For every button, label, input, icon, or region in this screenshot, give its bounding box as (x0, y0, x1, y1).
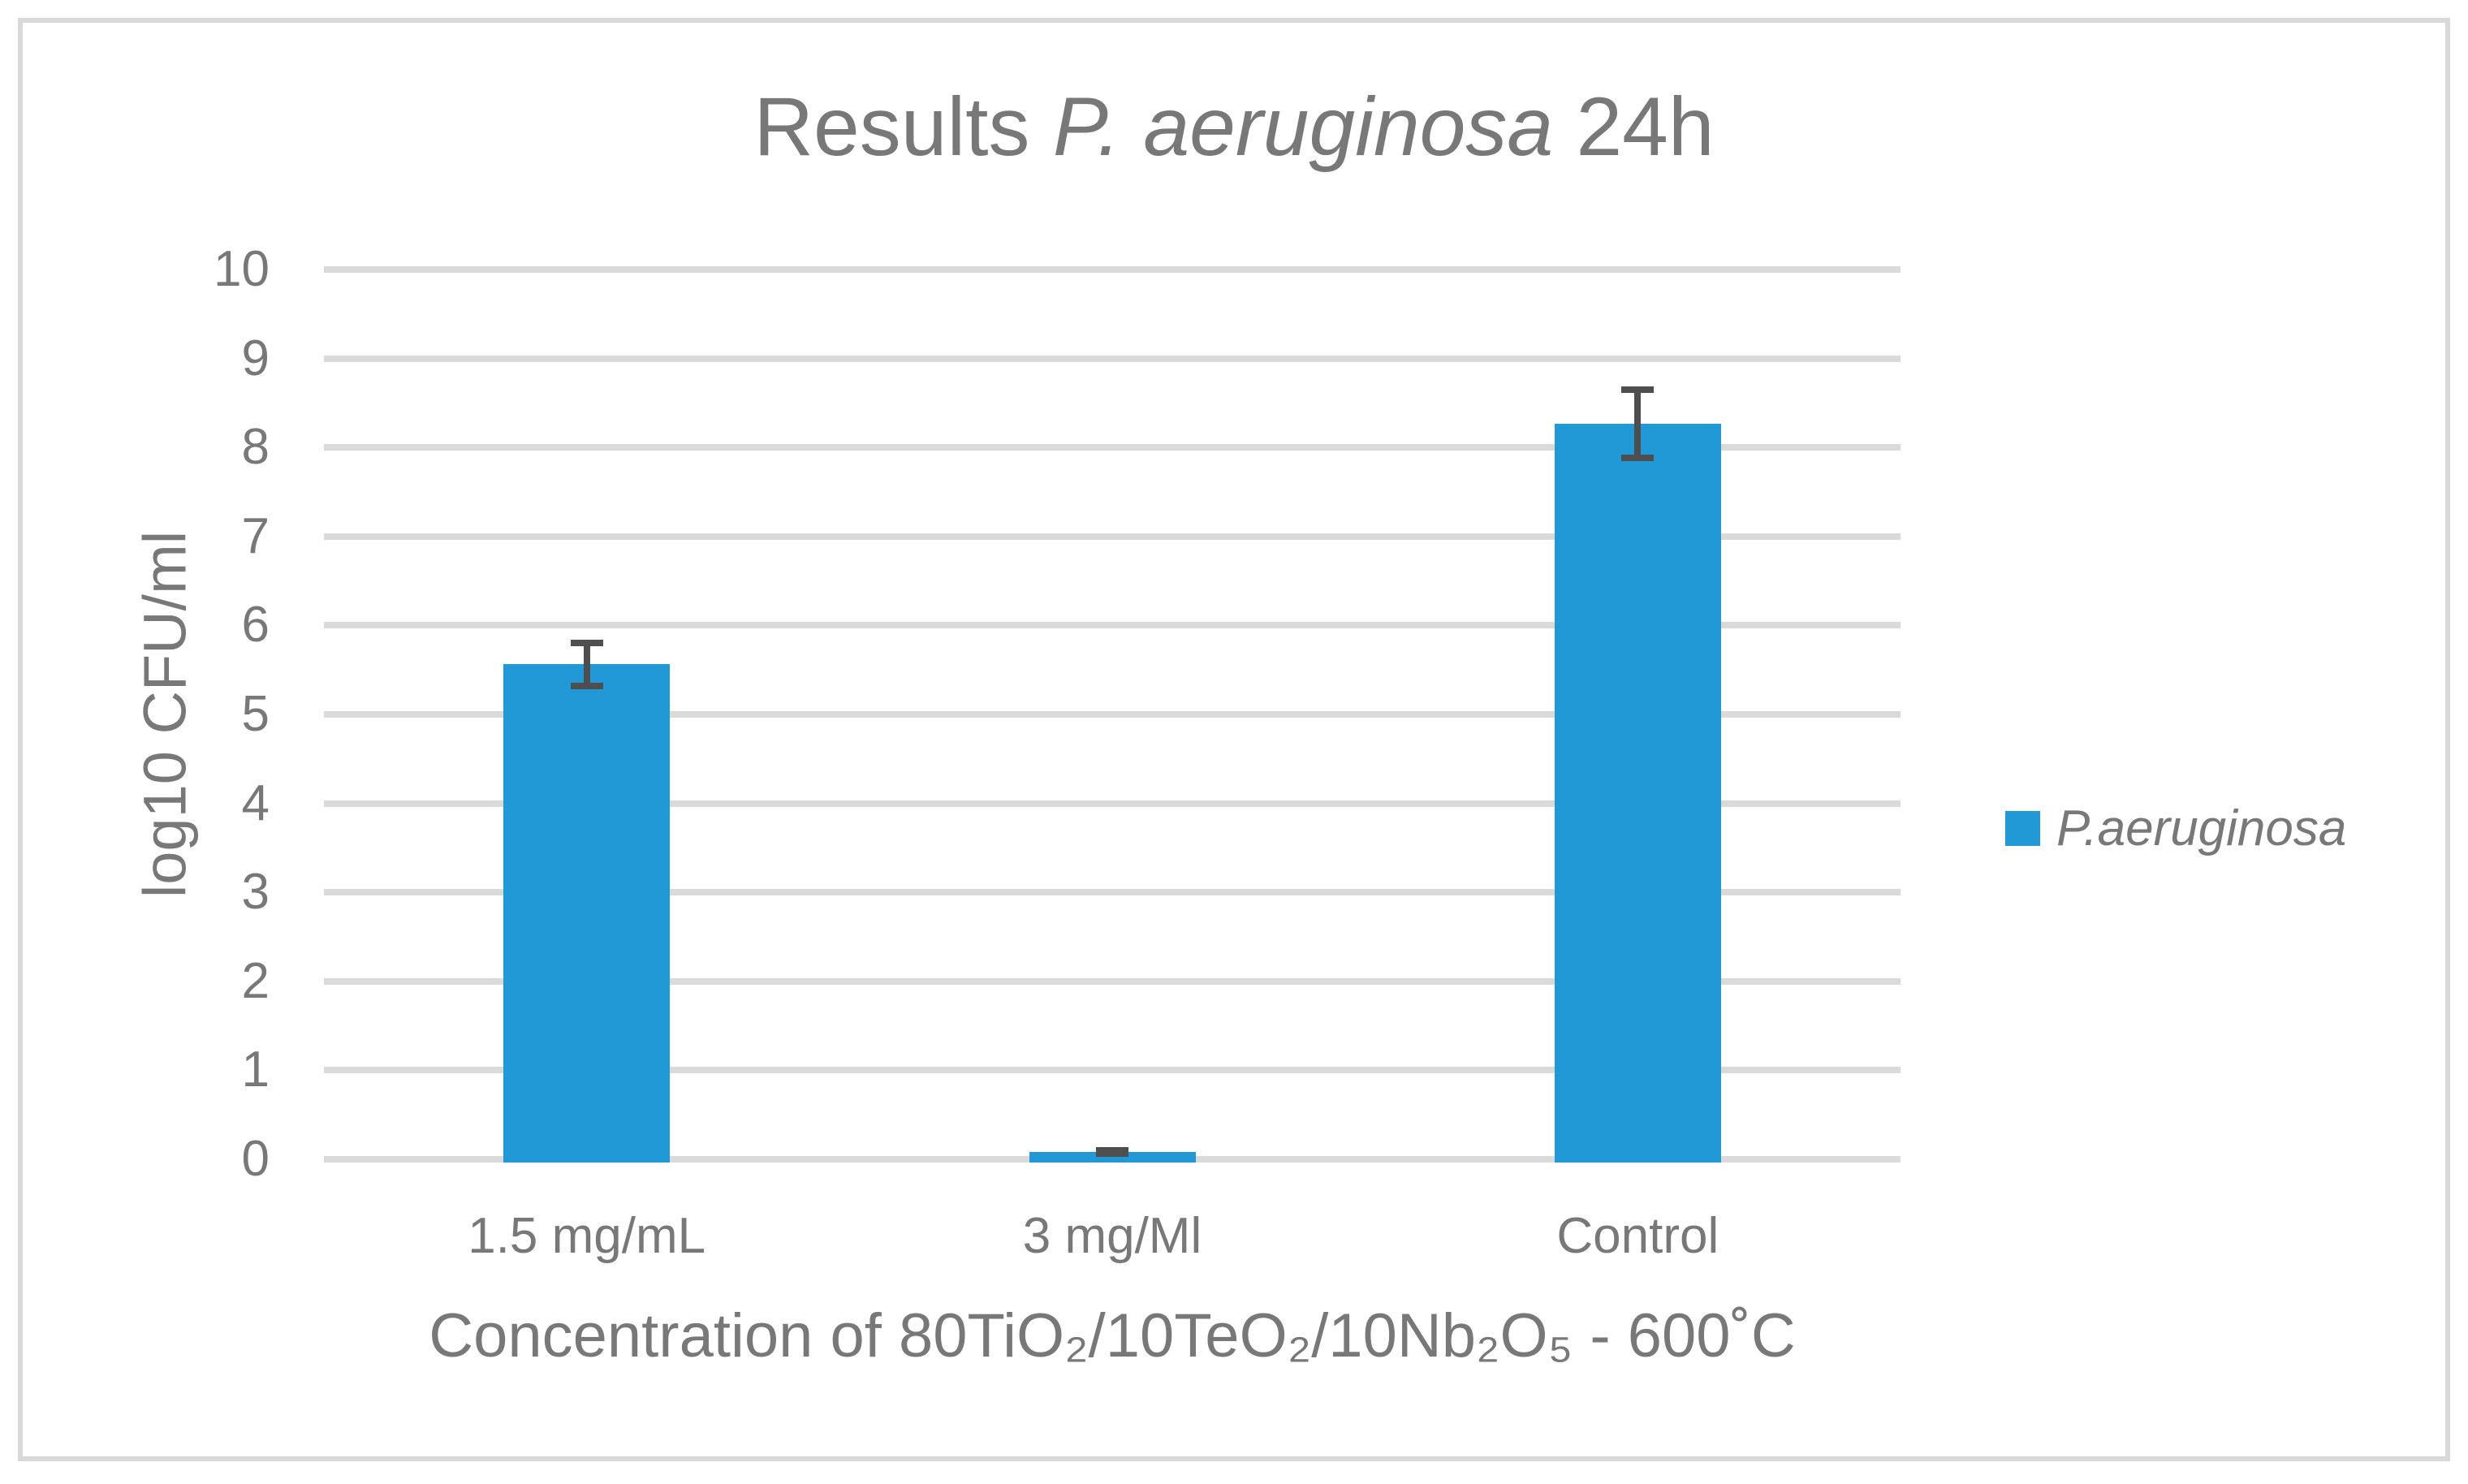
x-axis-title: Concentration of 80TiO₂/10TeO₂/10Nb₂O₅ -… (429, 1301, 1796, 1370)
y-tick-label: 5 (241, 686, 270, 742)
y-tick-label: 2 (241, 952, 270, 1009)
y-tick-label: 9 (241, 330, 270, 386)
title-segment: P. aeruginosa (1052, 80, 1554, 173)
gridline (324, 266, 1901, 273)
title-segment: 24h (1553, 80, 1715, 173)
bar-3 mg/Ml (1029, 1151, 1196, 1163)
y-tick-label: 7 (241, 507, 270, 564)
error-bar-cap-top (570, 639, 603, 646)
plot-area (324, 266, 1901, 1163)
x-tick-label: Control (1556, 1208, 1719, 1264)
x-tick-label: 1.5 mg/mL (468, 1208, 706, 1264)
gridline (324, 800, 1901, 807)
error-bar-line (583, 639, 590, 689)
y-tick-label: 0 (241, 1131, 270, 1187)
y-tick-label: 8 (241, 419, 270, 476)
error-bar-cap-top (1621, 386, 1655, 394)
chart-border (18, 18, 2450, 1461)
legend: P.aeruginosa (2005, 800, 2346, 856)
gridline (324, 533, 1901, 540)
error-bar-cap-bottom (1096, 1147, 1128, 1154)
error-bar-line (1634, 386, 1642, 462)
gridline (324, 711, 1901, 718)
x-tick-label: 3 mg/Ml (1022, 1208, 1202, 1264)
y-tick-label: 10 (214, 241, 270, 297)
gridline (324, 355, 1901, 362)
y-tick-label: 1 (241, 1042, 270, 1098)
gridline (324, 977, 1901, 985)
gridline (324, 1067, 1901, 1074)
y-tick-label: 3 (241, 864, 270, 921)
y-axis-title: log10 CFU/ml (131, 530, 199, 899)
legend-label: P.aeruginosa (2056, 800, 2347, 856)
bar-Control (1554, 424, 1721, 1163)
gridline (324, 444, 1901, 451)
gridline (324, 889, 1901, 896)
legend-swatch (2005, 810, 2040, 846)
y-tick-label: 4 (241, 774, 270, 831)
y-tick-label: 6 (241, 597, 270, 654)
bar-1.5 mg/mL (503, 664, 671, 1163)
title-segment: Results (753, 80, 1053, 173)
chart-title: Results P. aeruginosa 24h (0, 81, 2468, 172)
error-bar-cap-bottom (1621, 455, 1655, 462)
error-bar-cap-bottom (570, 682, 603, 689)
gridline (324, 622, 1901, 629)
